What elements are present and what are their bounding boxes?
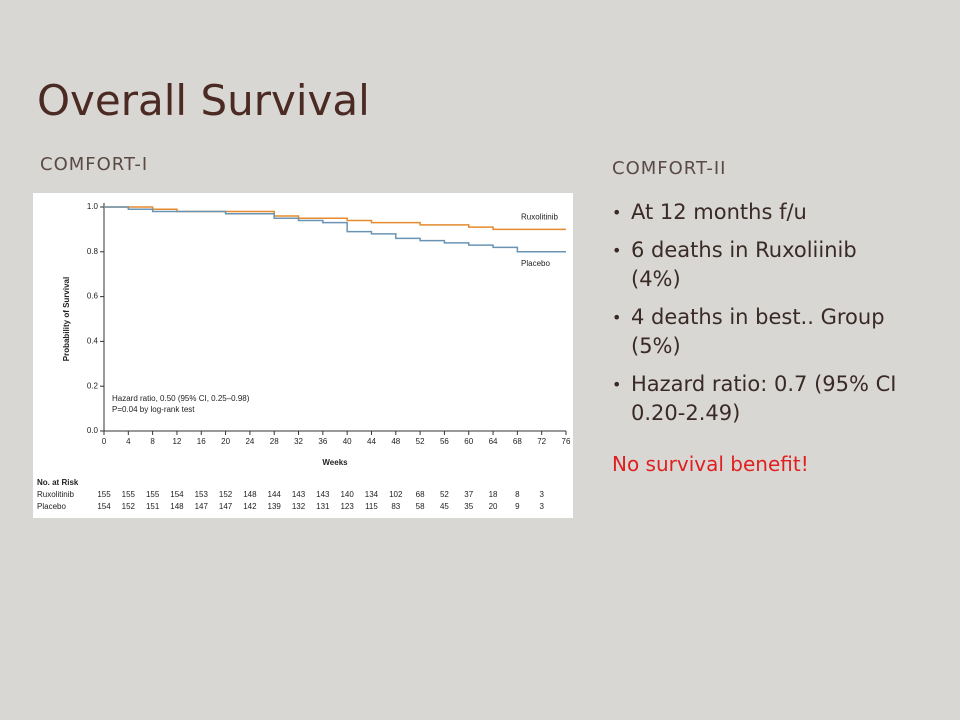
- survival-line: [104, 206, 566, 253]
- bullet: At 12 months f/u: [612, 198, 912, 227]
- x-tick-label: 20: [221, 437, 230, 446]
- bullet-list: At 12 months f/u 6 deaths in Ruxoliinib (…: [612, 198, 912, 437]
- at-risk-count: 115: [365, 502, 378, 511]
- x-tick-label: 28: [270, 437, 279, 446]
- x-tick-label: 4: [126, 437, 131, 446]
- at-risk-count: 152: [219, 490, 233, 499]
- at-risk-count: 9: [515, 502, 520, 511]
- at-risk-row-label: Ruxolitinib: [37, 490, 74, 499]
- x-tick-label: 76: [562, 437, 571, 446]
- at-risk-count: 154: [97, 502, 111, 511]
- at-risk-count: 143: [316, 490, 330, 499]
- at-risk-count: 52: [440, 490, 449, 499]
- at-risk-count: 83: [391, 502, 400, 511]
- at-risk-count: 155: [97, 490, 111, 499]
- x-tick-label: 36: [318, 437, 327, 446]
- at-risk-count: 155: [146, 490, 160, 499]
- at-risk-row-label: Placebo: [37, 502, 66, 511]
- at-risk-count: 3: [539, 490, 544, 499]
- x-tick-label: 12: [172, 437, 181, 446]
- at-risk-count: 147: [195, 502, 209, 511]
- at-risk-count: 58: [416, 502, 425, 511]
- annotation: Hazard ratio, 0.50 (95% CI, 0.25–0.98): [112, 394, 250, 403]
- at-risk-count: 142: [243, 502, 257, 511]
- at-risk-count: 152: [122, 502, 136, 511]
- chart: 0.00.20.40.60.81.00 4 8 12 16 20 24 28 32 36 40 44 4…: [33, 193, 573, 518]
- chart-background: [33, 193, 573, 518]
- x-tick-label: 44: [367, 437, 376, 446]
- left-heading: COMFORT-I: [40, 154, 149, 175]
- at-risk-count: 45: [440, 502, 449, 511]
- at-risk-count: 20: [489, 502, 498, 511]
- x-tick-label: 64: [489, 437, 498, 446]
- at-risk-count: 147: [219, 502, 233, 511]
- at-risk-count: 132: [292, 502, 306, 511]
- y-tick-label: 0.8: [87, 247, 99, 256]
- x-tick-label: 68: [513, 437, 522, 446]
- annotation: P=0.04 by log-rank test: [112, 405, 195, 414]
- at-risk-count: 68: [416, 490, 425, 499]
- at-risk-count: 123: [340, 502, 354, 511]
- at-risk-count: 151: [146, 502, 160, 511]
- at-risk-title: No. at Risk: [37, 478, 79, 487]
- y-tick-label: 0.6: [87, 292, 99, 301]
- at-risk-count: 8: [515, 490, 520, 499]
- x-tick-label: 72: [537, 437, 546, 446]
- at-risk-count: 134: [365, 490, 379, 499]
- at-risk-count: 143: [292, 490, 306, 499]
- x-tick-label: 52: [416, 437, 425, 446]
- at-risk-count: 154: [170, 490, 184, 499]
- at-risk-count: 18: [489, 490, 498, 499]
- y-tick-label: 1.0: [87, 202, 99, 211]
- x-tick-label: 32: [294, 437, 303, 446]
- conclusion: No survival benefit!: [612, 452, 809, 476]
- x-tick-label: 40: [343, 437, 352, 446]
- at-risk-count: 148: [243, 490, 257, 499]
- at-risk-count: 102: [389, 490, 403, 499]
- x-tick-label: 24: [245, 437, 254, 446]
- y-axis-label: Probability of Survival: [62, 277, 71, 361]
- right-heading: COMFORT-II: [612, 158, 727, 179]
- at-risk-count: 139: [268, 502, 282, 511]
- at-risk-count: 35: [464, 502, 473, 511]
- x-tick-label: 56: [440, 437, 449, 446]
- at-risk-count: 155: [122, 490, 136, 499]
- y-tick-label: 0.4: [87, 337, 99, 346]
- x-tick-label: 0: [102, 437, 107, 446]
- at-risk-count: 131: [316, 502, 330, 511]
- at-risk-count: 148: [170, 502, 184, 511]
- y-tick-label: 0.2: [87, 381, 99, 390]
- x-tick-label: 60: [464, 437, 473, 446]
- x-tick-label: 16: [197, 437, 206, 446]
- x-tick-label: 8: [150, 437, 155, 446]
- x-axis-label: Weeks: [322, 458, 348, 467]
- bullet: 6 deaths in Ruxoliinib (4%): [612, 236, 912, 294]
- at-risk-count: 37: [464, 490, 473, 499]
- at-risk-count: 3: [539, 502, 544, 511]
- at-risk-count: 140: [340, 490, 354, 499]
- slide-title: Overall Survival: [37, 76, 370, 125]
- legend-label: Ruxolitinib: [521, 213, 558, 222]
- bullet: 4 deaths in best.. Group (5%): [612, 303, 912, 361]
- legend-label: Placebo: [521, 259, 550, 268]
- at-risk-count: 153: [195, 490, 209, 499]
- y-tick-label: 0.0: [87, 426, 99, 435]
- x-tick-label: 48: [391, 437, 400, 446]
- bullet: Hazard ratio: 0.7 (95% CI 0.20-2.49): [612, 370, 912, 428]
- at-risk-count: 144: [268, 490, 282, 499]
